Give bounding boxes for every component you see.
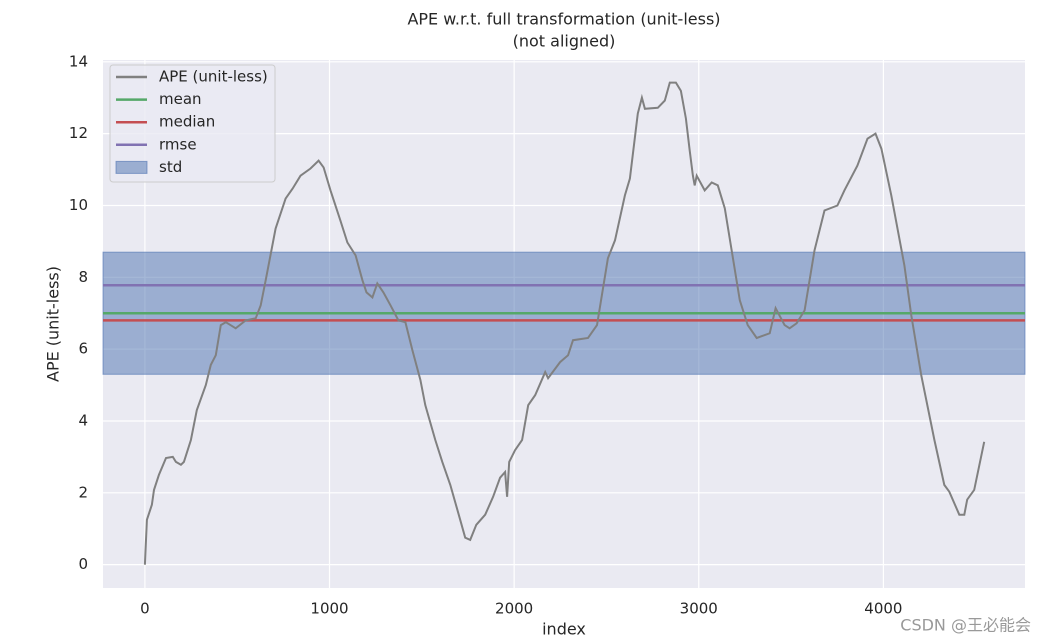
y-tick-label: 10 <box>69 196 88 214</box>
y-tick-label: 0 <box>78 555 88 573</box>
x-axis-label: index <box>542 620 586 639</box>
legend-label: rmse <box>159 135 197 153</box>
y-tick-label: 6 <box>78 340 88 358</box>
y-tick-label: 12 <box>69 124 88 142</box>
y-tick-label: 8 <box>78 268 88 286</box>
legend-label: std <box>159 158 182 176</box>
x-tick-label: 1000 <box>310 600 348 618</box>
y-tick-label: 14 <box>69 52 88 70</box>
watermark: CSDN @王必能会 <box>900 616 1031 635</box>
chart-title: APE w.r.t. full transformation (unit-les… <box>407 10 720 29</box>
legend-label: median <box>159 113 215 131</box>
x-tick-label: 3000 <box>680 600 718 618</box>
legend-swatch <box>115 160 148 174</box>
x-tick-label: 2000 <box>495 600 533 618</box>
x-tick-label: 4000 <box>864 600 902 618</box>
y-tick-label: 4 <box>78 411 88 429</box>
x-tick-label: 0 <box>140 600 150 618</box>
legend-label: APE (unit-less) <box>159 68 268 86</box>
y-axis-label: APE (unit-less) <box>44 266 63 382</box>
legend-label: mean <box>159 90 202 108</box>
legend-box <box>109 64 276 183</box>
chart-subtitle: (not aligned) <box>513 32 616 51</box>
y-tick-label: 2 <box>78 483 88 501</box>
ape-line <box>143 81 986 565</box>
